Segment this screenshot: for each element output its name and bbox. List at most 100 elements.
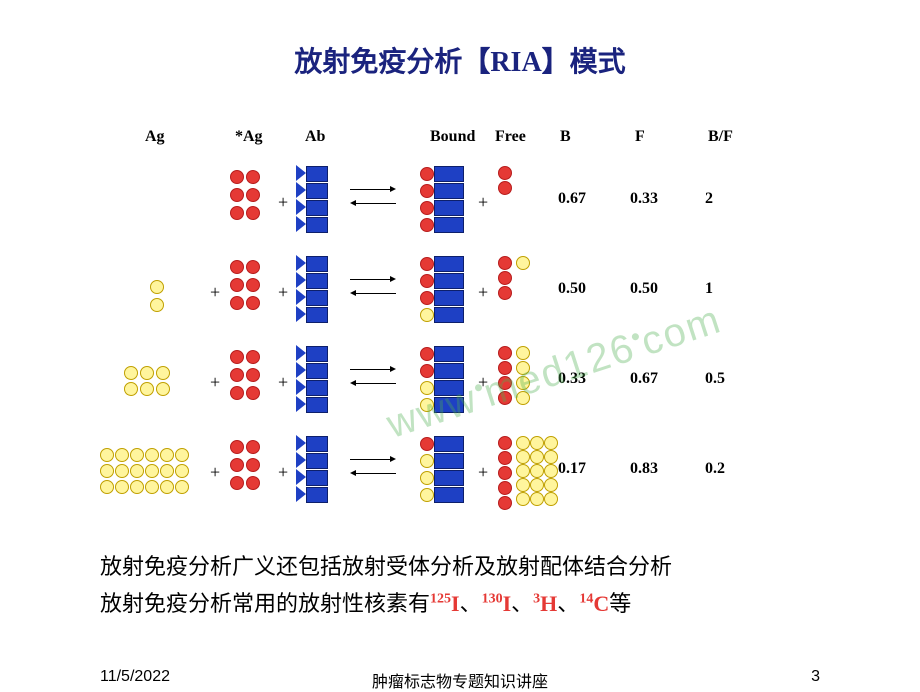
- yellow-dot: [544, 478, 558, 492]
- red-dot: [498, 286, 512, 300]
- red-dot: [230, 458, 244, 472]
- bound-complex: [420, 273, 462, 287]
- bound-complex: [420, 487, 462, 501]
- yellow-dot: [516, 391, 530, 405]
- antibody-icon: [298, 273, 326, 287]
- antibody-icon: [298, 346, 326, 360]
- value-f: 0.33: [630, 190, 658, 208]
- bound-complex: [420, 183, 462, 197]
- value-b: 0.33: [558, 370, 586, 388]
- yellow-dot: [145, 448, 159, 462]
- red-dot: [246, 260, 260, 274]
- free-cell: [498, 160, 558, 250]
- antibody-icon: [298, 397, 326, 411]
- slide-title: 放射免疫分析【RIA】模式: [0, 40, 920, 80]
- bound-complex: [420, 166, 462, 180]
- col-f: F: [635, 128, 645, 146]
- ab-cell: [298, 160, 338, 250]
- yellow-dot: [544, 450, 558, 464]
- red-dot: [498, 166, 512, 180]
- ag-cell: [100, 160, 190, 250]
- value-f: 0.83: [630, 460, 658, 478]
- red-dot: [246, 386, 260, 400]
- plus-sign: +: [478, 372, 488, 393]
- yellow-dot: [160, 448, 174, 462]
- yellow-dot: [130, 448, 144, 462]
- footer-title: 肿瘤标志物专题知识讲座: [0, 668, 920, 692]
- red-dot: [246, 350, 260, 364]
- red-dot: [498, 496, 512, 510]
- equilibrium-arrows: [350, 365, 400, 395]
- bound-complex: [420, 380, 462, 394]
- red-dot: [498, 181, 512, 195]
- yellow-dot: [516, 436, 530, 450]
- yellow-dot: [130, 480, 144, 494]
- yellow-dot: [544, 436, 558, 450]
- red-dot: [498, 481, 512, 495]
- bound-complex: [420, 217, 462, 231]
- antibody-icon: [298, 363, 326, 377]
- yellow-dot: [115, 448, 129, 462]
- yellow-dot: [156, 366, 170, 380]
- value-f: 0.50: [630, 280, 658, 298]
- yellow-dot: [115, 464, 129, 478]
- value-bf: 0.5: [705, 370, 725, 388]
- yellow-dot: [530, 436, 544, 450]
- plus-sign: +: [278, 192, 288, 213]
- bound-complex: [420, 453, 462, 467]
- col-ag: Ag: [145, 128, 165, 146]
- antibody-icon: [298, 183, 326, 197]
- yellow-dot: [115, 480, 129, 494]
- col-free: Free: [495, 128, 526, 146]
- ab-cell: [298, 340, 338, 430]
- red-dot: [246, 476, 260, 490]
- red-dot: [246, 170, 260, 184]
- red-dot: [498, 391, 512, 405]
- red-dot: [246, 440, 260, 454]
- plus-sign: +: [278, 462, 288, 483]
- red-dot: [498, 346, 512, 360]
- column-headers: Ag*AgAbBoundFreeBFB/F: [140, 120, 780, 160]
- value-bf: 2: [705, 190, 713, 208]
- red-dot: [498, 376, 512, 390]
- yellow-dot: [544, 492, 558, 506]
- antibody-icon: [298, 256, 326, 270]
- antibody-icon: [298, 307, 326, 321]
- red-dot: [246, 296, 260, 310]
- yellow-dot: [160, 464, 174, 478]
- yellow-dot: [530, 492, 544, 506]
- yellow-dot: [150, 298, 164, 312]
- bound-complex: [420, 256, 462, 270]
- antibody-icon: [298, 200, 326, 214]
- red-dot: [246, 188, 260, 202]
- red-dot: [246, 278, 260, 292]
- bound-complex: [420, 290, 462, 304]
- yellow-dot: [516, 450, 530, 464]
- footer-page: 3: [811, 668, 820, 686]
- antibody-icon: [298, 436, 326, 450]
- ria-diagram: Ag*AgAbBoundFreeBFB/F ++0.670.332+++0.50…: [140, 120, 780, 520]
- yellow-dot: [130, 464, 144, 478]
- bound-cell: [420, 340, 480, 430]
- red-dot: [230, 170, 244, 184]
- col-bf: B/F: [708, 128, 733, 146]
- red-dot: [230, 296, 244, 310]
- yellow-dot: [530, 478, 544, 492]
- red-dot: [498, 436, 512, 450]
- slide: 放射免疫分析【RIA】模式 Ag*AgAbBoundFreeBFB/F ++0.…: [0, 0, 920, 690]
- red-dot: [230, 386, 244, 400]
- red-dot: [230, 476, 244, 490]
- bound-complex: [420, 307, 462, 321]
- free-cell: [498, 430, 558, 520]
- yellow-dot: [140, 382, 154, 396]
- value-bf: 1: [705, 280, 713, 298]
- ag-cell: [100, 430, 190, 520]
- ag-cell: [100, 340, 190, 430]
- value-b: 0.17: [558, 460, 586, 478]
- red-dot: [230, 206, 244, 220]
- yellow-dot: [516, 361, 530, 375]
- red-dot: [498, 271, 512, 285]
- red-dot: [498, 466, 512, 480]
- equilibrium-arrows: [350, 455, 400, 485]
- col-sag: *Ag: [235, 128, 263, 146]
